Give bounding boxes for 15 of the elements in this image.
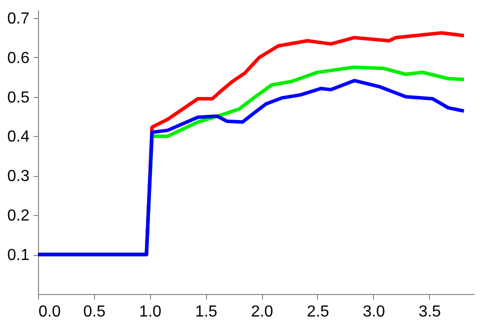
- x-tick-label: 1.0: [139, 304, 162, 320]
- y-tick-label: 0.3: [7, 168, 30, 186]
- x-tick-label: 0.0: [38, 304, 61, 320]
- x-tick-label: 0.5: [83, 304, 106, 320]
- y-tick-label: 0.1: [7, 247, 30, 264]
- x-tick-label: 2.5: [306, 304, 330, 320]
- y-tick-label: 0.6: [7, 50, 30, 67]
- y-tick-label: 0.7: [7, 10, 30, 28]
- y-tick-label: 0.4: [7, 128, 30, 146]
- x-tick-label: 1.5: [195, 304, 218, 320]
- x-tick-label: 2.0: [250, 304, 274, 320]
- x-tick-label: 3.0: [362, 304, 386, 320]
- y-tick-label: 0.5: [7, 89, 30, 106]
- y-tick-label: 0.2: [7, 208, 30, 225]
- x-tick-label: 3.5: [418, 304, 441, 320]
